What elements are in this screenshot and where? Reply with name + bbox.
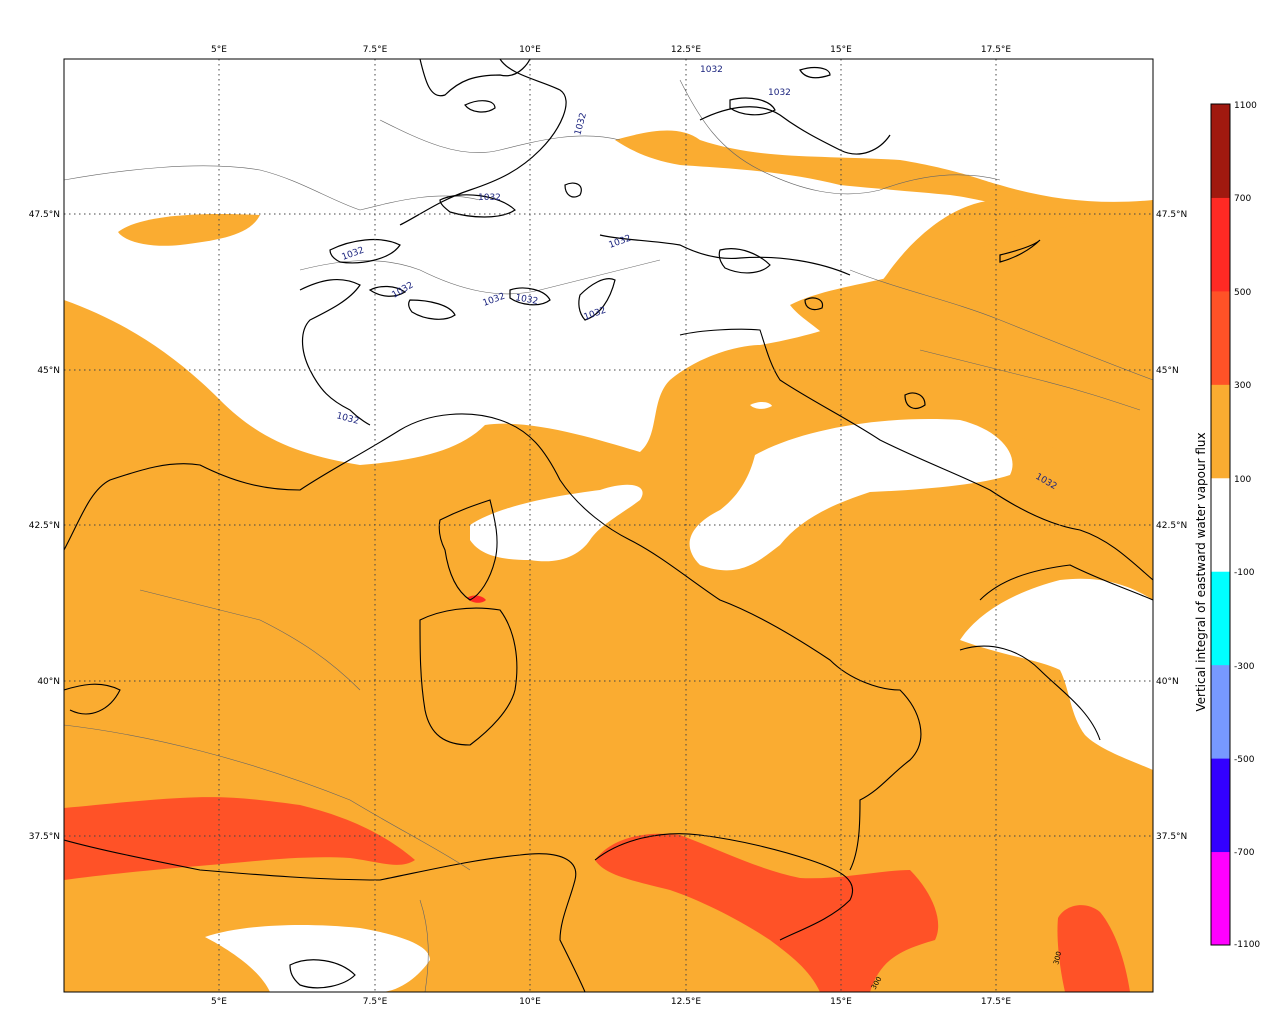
colorbar-tick-label: 500 <box>1234 288 1251 298</box>
lat-label: 42.5°N <box>1156 521 1187 531</box>
lat-labels-right: 47.5°N 45°N 42.5°N 40°N 37.5°N <box>1156 210 1187 842</box>
flux-band-low-central <box>689 419 1013 571</box>
flux-band-300-500-west <box>64 797 415 880</box>
colorbar-tick-label: 1100 <box>1234 101 1257 111</box>
country-borders <box>64 79 1153 992</box>
lon-label: 5°E <box>211 45 227 55</box>
flux-band-100-300 <box>64 200 1153 992</box>
lat-label: 40°N <box>1156 677 1179 687</box>
colorbar-band <box>1211 290 1230 385</box>
contour-label: 1032 <box>514 293 538 307</box>
colorbar-tick-label: 100 <box>1234 475 1251 485</box>
flux-band-500-700-corsica <box>467 595 486 603</box>
lon-label: 15°E <box>830 997 852 1007</box>
coastlines <box>64 328 1153 992</box>
lon-label: 10°E <box>519 997 541 1007</box>
colorbar-band <box>1211 571 1230 666</box>
colorbar-tick-label: -300 <box>1234 662 1255 672</box>
colorbar-label: Vertical integral of eastward water vapo… <box>1194 432 1208 711</box>
colorbar-bands <box>1211 104 1230 946</box>
lat-label: 37.5°N <box>1156 832 1187 842</box>
lon-label: 10°E <box>519 45 541 55</box>
colorbar-band <box>1211 477 1230 572</box>
graticule <box>64 59 1153 992</box>
flux-band-300-500-east <box>1057 905 1130 992</box>
flux-contour-label: 300 <box>1052 951 1063 966</box>
flux-band-low-ionian <box>750 402 772 409</box>
lat-label: 45°N <box>37 366 60 376</box>
lon-labels-bottom: 5°E 7.5°E 10°E 12.5°E 15°E 17.5°E <box>211 997 1011 1007</box>
contour-label: 1032 <box>700 65 723 75</box>
colorbar-tick-label: -700 <box>1234 848 1255 858</box>
colorbar-band <box>1211 197 1230 292</box>
flux-band-100-300-north <box>615 130 1153 230</box>
colorbar-tick-label: 700 <box>1234 194 1251 204</box>
lon-label: 15°E <box>830 45 852 55</box>
lon-labels-top: 5°E 7.5°E 10°E 12.5°E 15°E 17.5°E <box>211 45 1011 55</box>
lat-label: 45°N <box>1156 366 1179 376</box>
lon-label: 17.5°E <box>981 45 1012 55</box>
map-frame <box>63 58 1154 993</box>
colorbar-band <box>1211 104 1230 198</box>
lon-label: 5°E <box>211 997 227 1007</box>
colorbar: 1100 700 500 300 100 -100 -300 -500 -700… <box>1194 101 1260 950</box>
lon-label: 12.5°E <box>671 45 702 55</box>
colorbar-band <box>1211 758 1230 853</box>
map-plot-area: 1032 1032 1032 1032 1032 1032 1032 1032 … <box>64 59 1153 992</box>
colorbar-frame <box>1210 103 1231 946</box>
lat-label: 47.5°N <box>29 210 60 220</box>
contour-label: 1032 <box>768 88 791 98</box>
flux-band-low-africa <box>205 925 430 992</box>
contour-label: 1032 <box>478 193 501 203</box>
colorbar-tick-label: -1100 <box>1234 940 1260 950</box>
lon-label: 7.5°E <box>363 45 388 55</box>
colorbar-ticks: 1100 700 500 300 100 -100 -300 -500 -700… <box>1234 101 1260 950</box>
flux-band-100-300-swiss <box>118 213 260 246</box>
flux-band-100-300-balkan <box>790 210 1153 560</box>
flux-band-low-tyrrhenian <box>470 484 643 562</box>
lat-labels-left: 47.5°N 45°N 42.5°N 40°N 37.5°N <box>29 210 60 842</box>
colorbar-tick-label: -500 <box>1234 755 1255 765</box>
colorbar-tick-label: 300 <box>1234 381 1251 391</box>
pressure-contours <box>289 59 1041 989</box>
lon-label: 7.5°E <box>363 997 388 1007</box>
lat-label: 40°N <box>37 677 60 687</box>
colorbar-band <box>1211 664 1230 759</box>
lat-label: 47.5°N <box>1156 210 1187 220</box>
lat-label: 37.5°N <box>29 832 60 842</box>
colorbar-band <box>1211 851 1230 946</box>
lat-label: 42.5°N <box>29 521 60 531</box>
lon-label: 12.5°E <box>671 997 702 1007</box>
lon-label: 17.5°E <box>981 997 1012 1007</box>
colorbar-tick-label: -100 <box>1234 568 1255 578</box>
flux-band-low-apulia <box>960 578 1153 770</box>
flux-band-300-500-sicily <box>595 833 939 992</box>
colorbar-band <box>1211 384 1230 479</box>
